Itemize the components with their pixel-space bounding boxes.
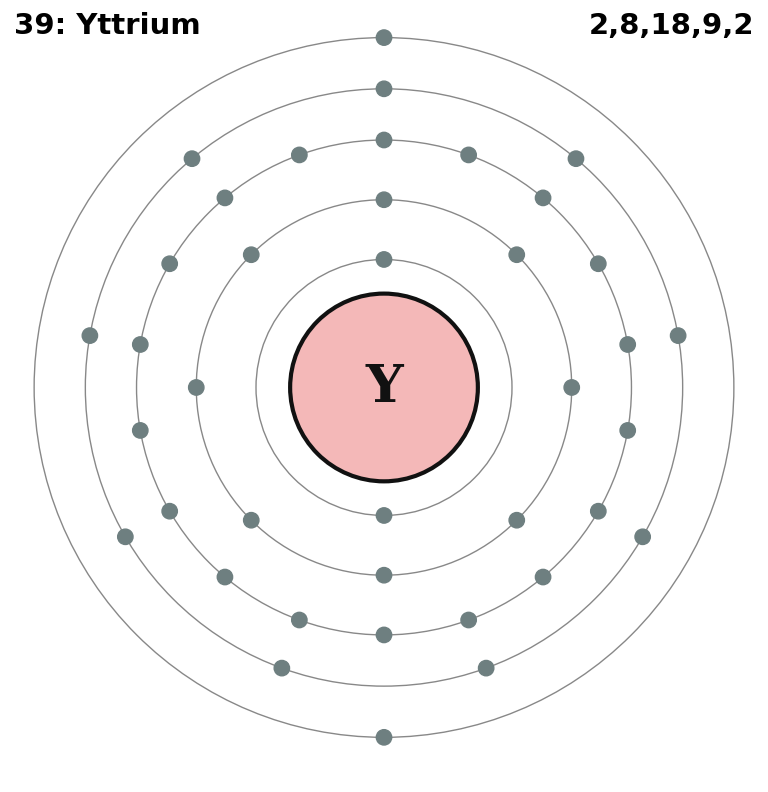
Circle shape <box>461 147 476 162</box>
Circle shape <box>184 151 200 166</box>
Circle shape <box>376 627 392 642</box>
Circle shape <box>376 508 392 524</box>
Circle shape <box>568 151 584 166</box>
Circle shape <box>243 247 259 262</box>
Circle shape <box>217 190 233 206</box>
Circle shape <box>509 247 525 262</box>
Circle shape <box>217 569 233 584</box>
Circle shape <box>620 423 635 438</box>
Circle shape <box>133 423 148 438</box>
Circle shape <box>292 147 307 162</box>
Circle shape <box>509 512 525 528</box>
Circle shape <box>376 252 392 267</box>
Circle shape <box>478 661 494 676</box>
Text: 39: Yttrium: 39: Yttrium <box>14 12 200 40</box>
Circle shape <box>591 256 606 272</box>
Circle shape <box>376 729 392 745</box>
Circle shape <box>591 504 606 519</box>
Circle shape <box>635 529 650 544</box>
Circle shape <box>243 512 259 528</box>
Circle shape <box>670 328 686 343</box>
Text: 2,8,18,9,2: 2,8,18,9,2 <box>589 12 754 40</box>
Circle shape <box>461 612 476 628</box>
Text: Y: Y <box>366 362 402 413</box>
Circle shape <box>535 569 551 584</box>
Circle shape <box>376 132 392 147</box>
Circle shape <box>376 30 392 45</box>
Circle shape <box>133 337 148 352</box>
Circle shape <box>118 529 133 544</box>
Circle shape <box>290 294 478 482</box>
Circle shape <box>292 612 307 628</box>
Circle shape <box>376 568 392 583</box>
Circle shape <box>162 256 177 272</box>
Circle shape <box>189 380 204 395</box>
Circle shape <box>564 380 579 395</box>
Circle shape <box>535 190 551 206</box>
Circle shape <box>376 192 392 208</box>
Circle shape <box>376 81 392 97</box>
Circle shape <box>274 661 290 676</box>
Circle shape <box>620 337 635 352</box>
Circle shape <box>162 504 177 519</box>
Circle shape <box>82 328 98 343</box>
